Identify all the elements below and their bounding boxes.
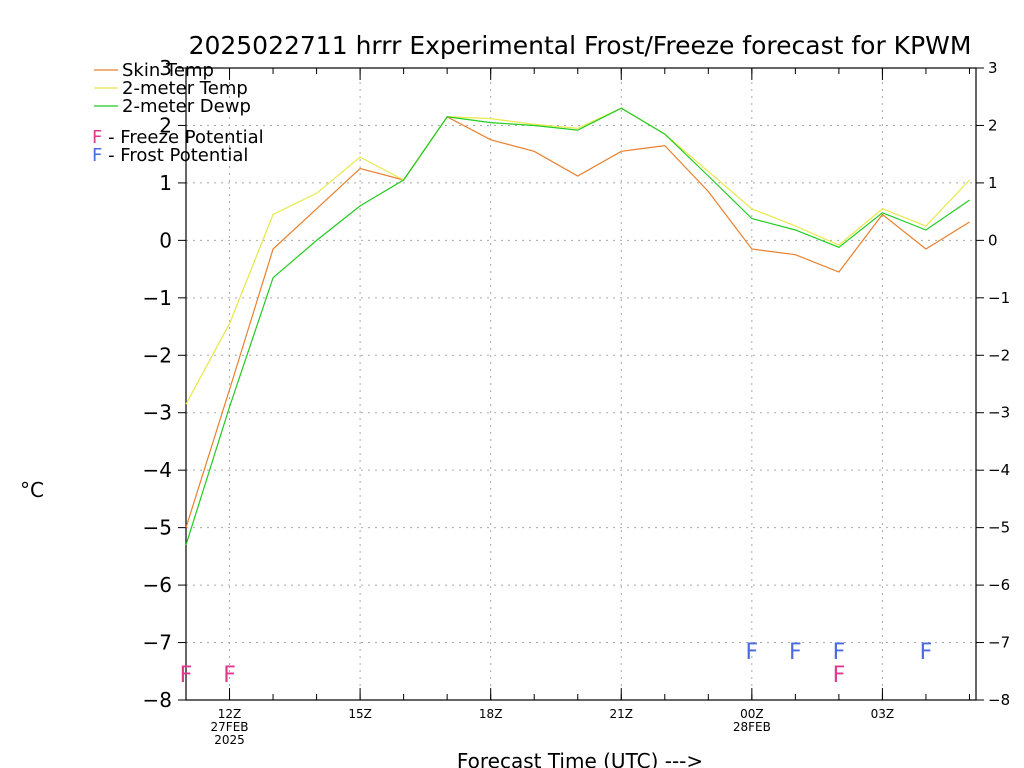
- y-tick-label: −2: [143, 343, 172, 367]
- y-tick-label-right: −6: [988, 576, 1010, 594]
- frost-potential-flag: F: [920, 640, 933, 665]
- x-tick-label: 15Z: [348, 707, 372, 721]
- y-axis-label: °C: [20, 478, 44, 502]
- y-tick-label-right: 1: [988, 174, 998, 192]
- freeze-potential-flag: F: [223, 663, 236, 688]
- y-tick-label: −5: [143, 516, 172, 540]
- y-tick-label-right: 0: [988, 231, 998, 249]
- y-tick-label: 2: [159, 113, 172, 137]
- y-tick-label: −4: [143, 458, 172, 482]
- series-lines: [185, 107, 970, 546]
- legend-potential: F - Freeze Potential: [92, 127, 264, 148]
- series-line-2-meter-temp: [185, 107, 970, 405]
- legend-potential: F - Frost Potential: [92, 145, 248, 166]
- legend-entry: 2-meter Temp: [122, 78, 248, 99]
- freeze-potential-flag: F: [833, 663, 846, 688]
- legend-entry: 2-meter Dewp: [122, 96, 251, 117]
- y-axis-left: −8 −7 −6 −5 −4 −3 −2 −1 0 1 2 3: [143, 56, 186, 712]
- grid-lines: [186, 68, 976, 700]
- x-tick-label: 2025: [214, 733, 245, 747]
- freeze-potential-flag: F: [180, 663, 193, 688]
- y-tick-label-right: −5: [988, 519, 1010, 537]
- x-tick-label: 12Z: [218, 707, 242, 721]
- x-tick-label: 00Z: [740, 707, 764, 721]
- x-tick-label: 27FEB: [211, 720, 249, 734]
- y-tick-label: 3: [159, 56, 172, 80]
- series-line-2-meter-dewp: [185, 107, 970, 546]
- frost-potential-flag: F: [833, 640, 846, 665]
- y-tick-label-right: 3: [988, 59, 998, 77]
- y-tick-label-right: −4: [988, 461, 1010, 479]
- y-tick-label-right: −7: [988, 634, 1010, 652]
- y-tick-label: −1: [143, 286, 172, 310]
- x-tick-label: 28FEB: [733, 720, 771, 734]
- y-tick-label-right: −1: [988, 289, 1010, 307]
- y-tick-label: −3: [143, 401, 172, 425]
- x-tick-label: 03Z: [871, 707, 895, 721]
- y-tick-label: 0: [159, 228, 172, 252]
- y-tick-label: −6: [143, 573, 172, 597]
- x-axis-label: Forecast Time (UTC) --->: [457, 749, 703, 768]
- chart-title: 2025022711 hrrr Experimental Frost/Freez…: [189, 31, 972, 60]
- y-tick-label-right: −3: [988, 404, 1010, 422]
- y-tick-label: −8: [143, 688, 172, 712]
- y-tick-label: 1: [159, 171, 172, 195]
- series-line-skin-temp: [185, 116, 970, 528]
- plot-frame: [185, 67, 977, 701]
- legend-entry: Skin Temp: [122, 60, 214, 81]
- y-tick-label-right: −2: [988, 346, 1010, 364]
- frost-potential-flag: F: [789, 640, 802, 665]
- potential-flags: F F FF F F F: [180, 640, 933, 688]
- x-tick-label: 18Z: [479, 707, 503, 721]
- x-tick-label: 21Z: [610, 707, 634, 721]
- y-tick-label-right: 2: [988, 116, 998, 134]
- y-axis-right: −8 −7 −6 −5 −4 −3 −2 −1 0 1 2 3: [976, 59, 1010, 709]
- y-tick-label: −7: [143, 631, 172, 655]
- frost-potential-flag: F: [746, 640, 759, 665]
- y-tick-label-right: −8: [988, 691, 1010, 709]
